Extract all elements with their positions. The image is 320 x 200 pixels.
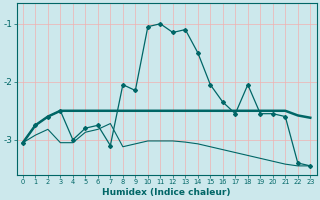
X-axis label: Humidex (Indice chaleur): Humidex (Indice chaleur) — [102, 188, 231, 197]
